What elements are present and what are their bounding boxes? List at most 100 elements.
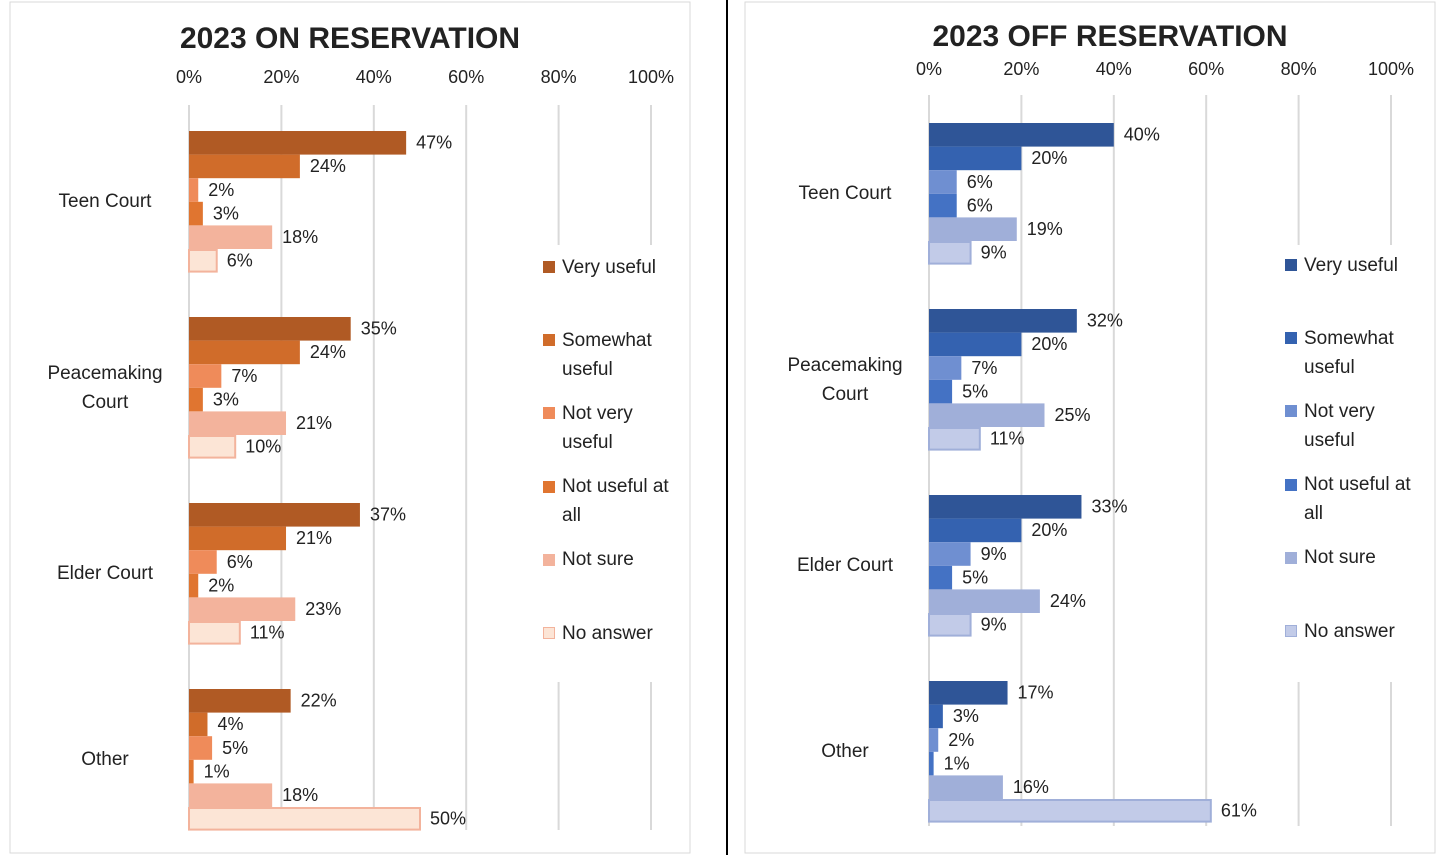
bar xyxy=(188,621,241,645)
x-tick-label: 0% xyxy=(916,59,942,79)
value-label: 37% xyxy=(370,505,406,525)
legend-label: No answer xyxy=(562,622,653,644)
category-label: Peacemaking Court xyxy=(47,362,163,413)
bar xyxy=(189,411,287,435)
bar xyxy=(929,589,1040,613)
value-label: 17% xyxy=(1018,683,1054,703)
bar xyxy=(929,193,957,218)
legend-label: Not very useful xyxy=(562,402,633,453)
bar xyxy=(929,170,957,194)
bar xyxy=(189,573,199,598)
value-label: 6% xyxy=(967,172,993,192)
bar xyxy=(189,783,273,807)
category-label: Teen Court xyxy=(58,191,152,213)
x-tick-label: 20% xyxy=(1003,59,1039,79)
bar xyxy=(189,340,300,365)
legend-background xyxy=(528,245,676,682)
value-label: 2% xyxy=(208,575,234,595)
panel xyxy=(9,1,691,854)
bar xyxy=(929,309,1077,333)
value-label: 19% xyxy=(1027,219,1063,239)
legend-swatch xyxy=(1285,332,1297,345)
bar xyxy=(929,379,953,404)
category-label: Other xyxy=(81,749,129,771)
category-label: Elder Court xyxy=(56,563,154,585)
value-label: 6% xyxy=(967,195,993,215)
bar xyxy=(929,123,1114,147)
legend-swatch xyxy=(543,261,555,273)
bar xyxy=(189,689,291,713)
legend-swatch xyxy=(543,553,555,566)
value-label: 7% xyxy=(231,366,257,386)
bar xyxy=(189,317,351,341)
bar xyxy=(189,154,300,179)
legend-background xyxy=(1270,245,1418,682)
bar xyxy=(188,435,237,459)
value-label: 1% xyxy=(204,761,230,781)
bar xyxy=(189,503,360,527)
value-label: 47% xyxy=(416,133,452,153)
category-label: Elder Court xyxy=(796,555,894,577)
value-label: 11% xyxy=(990,429,1025,449)
bar xyxy=(929,217,1017,241)
bar xyxy=(928,427,981,451)
value-label: 9% xyxy=(981,615,1007,635)
legend-swatch xyxy=(543,407,555,420)
value-label: 7% xyxy=(971,358,997,378)
bar xyxy=(189,131,407,155)
value-label: 5% xyxy=(962,567,988,587)
legend-label: Not sure xyxy=(1304,547,1376,569)
panel xyxy=(744,1,1436,854)
bar xyxy=(928,241,972,265)
legend-label: Not sure xyxy=(562,549,634,571)
legend-label: Somewhat useful xyxy=(1304,327,1394,378)
bar xyxy=(929,565,953,590)
value-label: 33% xyxy=(1091,497,1127,517)
x-tick-label: 100% xyxy=(628,67,674,87)
value-label: 40% xyxy=(1124,125,1160,145)
value-label: 9% xyxy=(981,243,1007,263)
legend-swatch xyxy=(543,627,555,639)
legend-swatch xyxy=(543,334,555,347)
legend-label: No answer xyxy=(1304,620,1395,642)
x-tick-label: 20% xyxy=(263,67,299,87)
x-tick-label: 80% xyxy=(1281,59,1317,79)
value-label: 2% xyxy=(208,180,234,200)
legend-label: Very useful xyxy=(1304,254,1398,276)
value-label: 11% xyxy=(250,623,285,643)
value-label: 3% xyxy=(953,706,979,726)
value-label: 24% xyxy=(310,156,346,176)
bar xyxy=(189,201,203,226)
bar xyxy=(929,518,1022,543)
value-label: 1% xyxy=(944,753,970,773)
value-label: 20% xyxy=(1031,520,1067,540)
x-tick-label: 80% xyxy=(541,67,577,87)
value-label: 24% xyxy=(1050,591,1086,611)
bar xyxy=(189,364,222,388)
bar xyxy=(929,332,1022,357)
bar xyxy=(929,681,1008,705)
bar xyxy=(189,526,287,551)
bar xyxy=(189,759,194,784)
value-label: 18% xyxy=(282,785,318,805)
value-label: 9% xyxy=(981,544,1007,564)
legend-label: Not useful at all xyxy=(1304,474,1411,525)
legend-swatch xyxy=(1285,259,1297,271)
value-label: 10% xyxy=(245,437,281,457)
value-label: 24% xyxy=(310,342,346,362)
x-tick-label: 0% xyxy=(176,67,202,87)
value-label: 25% xyxy=(1055,405,1091,425)
bar xyxy=(188,807,421,831)
bar xyxy=(928,799,1212,823)
category-label: Peacemaking Court xyxy=(787,354,903,405)
bar xyxy=(928,613,972,637)
bar xyxy=(929,403,1045,427)
category-label: Teen Court xyxy=(798,183,892,205)
bar xyxy=(189,225,273,249)
value-label: 5% xyxy=(222,738,248,758)
value-label: 35% xyxy=(361,319,397,339)
bar xyxy=(929,495,1082,519)
value-label: 20% xyxy=(1031,334,1067,354)
value-label: 6% xyxy=(227,251,253,271)
